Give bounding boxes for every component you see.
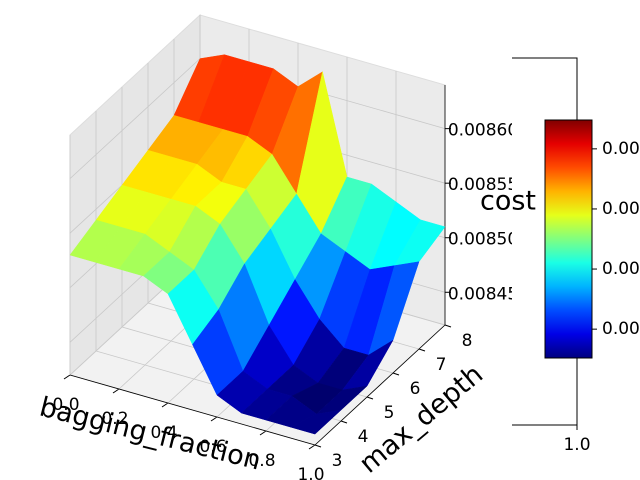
y-tick-mark	[418, 348, 426, 352]
axis-line	[69, 374, 316, 446]
x-tick-label: 0.0	[52, 395, 79, 415]
z-tick-label: 0.00850	[448, 230, 518, 250]
axis-line	[314, 324, 446, 446]
colorbar-tick-label: 0.00	[602, 259, 640, 279]
x-tick-mark	[112, 388, 120, 394]
x-tick-label: 0.6	[199, 437, 226, 457]
z-tick-label: 0.00845	[448, 284, 518, 304]
y-tick-label: 7	[436, 355, 447, 375]
x-tick-mark	[161, 402, 169, 408]
x-tick-label: 0.8	[248, 451, 275, 471]
y-tick-mark	[366, 396, 374, 400]
colorbar-gradient	[544, 119, 593, 359]
y-tick-mark	[392, 372, 400, 376]
x-tick-label: 1.0	[297, 465, 324, 480]
colorbar-tick-label: 0.00	[602, 139, 640, 159]
y-tick-label: 5	[384, 403, 395, 423]
z-tick-label: 0.00855	[448, 175, 518, 195]
extra-axis-tick-label: 1.0	[563, 435, 590, 455]
surface	[69, 54, 446, 435]
z-axis-label: cost	[480, 186, 536, 217]
surface-face	[289, 409, 342, 435]
z-tick-label: 0.00860	[448, 121, 518, 141]
x-tick-mark	[63, 374, 71, 380]
colorbar-tick-label: 0.00	[602, 199, 640, 219]
x-tick-label: 0.4	[150, 423, 177, 443]
colorbar: 0.00 0.00 0.00 0.00 1.0	[544, 119, 640, 455]
y-tick-mark	[340, 420, 348, 424]
grid-line	[69, 58, 201, 179]
x-tick-mark	[308, 444, 316, 450]
x-tick-mark	[259, 430, 267, 436]
y-tick-label: 6	[410, 379, 421, 399]
y-tick-label: 3	[332, 451, 343, 471]
y-tick-label: 8	[462, 331, 473, 351]
y-tick-mark	[444, 324, 452, 328]
x-tick-mark	[210, 416, 218, 422]
y-tick-label: 4	[358, 427, 369, 447]
x-tick-label: 0.2	[101, 409, 128, 429]
colorbar-tick-label: 0.00	[602, 319, 640, 339]
y-tick-mark	[314, 444, 322, 448]
